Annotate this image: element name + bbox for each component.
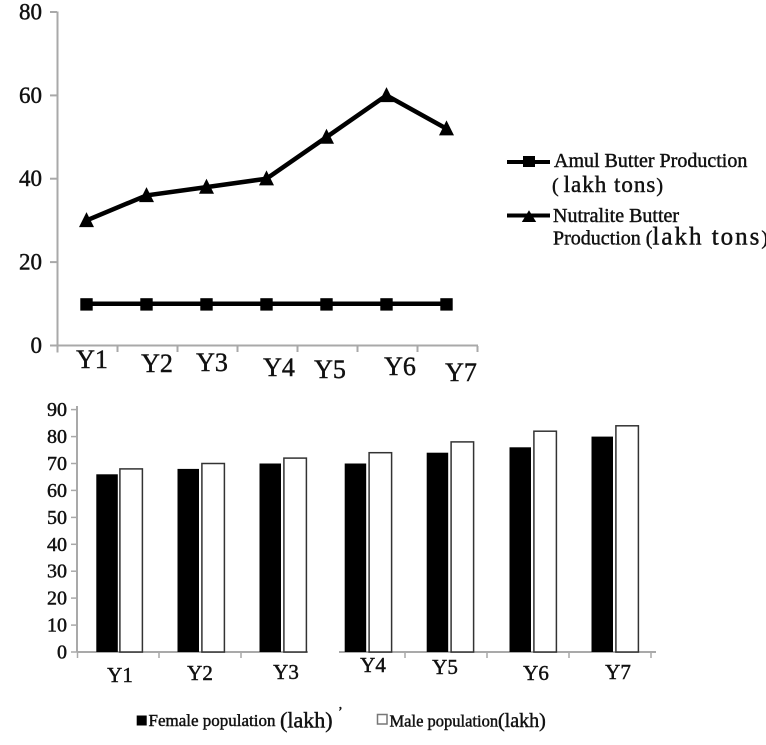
svg-text:Male population: Male population <box>390 711 499 730</box>
svg-text:( lakh tons): ( lakh tons) <box>552 172 663 197</box>
svg-text:Female population: Female population <box>149 711 277 730</box>
svg-text:0: 0 <box>57 642 67 664</box>
svg-text:Y7: Y7 <box>605 660 631 684</box>
svg-text:Y4: Y4 <box>360 653 386 677</box>
svg-text:Y2: Y2 <box>141 349 173 378</box>
svg-text:Nutralite Butter: Nutralite Butter <box>553 205 679 227</box>
svg-text:Y6: Y6 <box>384 352 416 381</box>
svg-text:20: 20 <box>19 250 42 275</box>
svg-text:’: ’ <box>338 705 343 720</box>
svg-text:60: 60 <box>47 480 67 502</box>
svg-text:Production (lakh tons): Production (lakh tons) <box>553 224 766 251</box>
svg-text:40: 40 <box>47 534 67 556</box>
svg-text:40: 40 <box>19 166 42 191</box>
svg-text:Y1: Y1 <box>107 663 133 687</box>
svg-text:80: 80 <box>47 426 67 448</box>
svg-text:Amul Butter Production: Amul Butter Production <box>554 150 747 172</box>
svg-text:Y2: Y2 <box>187 661 213 685</box>
svg-text:10: 10 <box>47 615 67 637</box>
svg-text:Y5: Y5 <box>432 655 458 679</box>
svg-text:Y3: Y3 <box>196 348 228 377</box>
svg-text:Y7: Y7 <box>445 358 477 387</box>
svg-text:Y5: Y5 <box>314 355 346 384</box>
svg-text:60: 60 <box>19 83 42 108</box>
svg-text:70: 70 <box>47 453 67 475</box>
svg-text:20: 20 <box>47 588 67 610</box>
svg-text:Y1: Y1 <box>76 345 108 374</box>
svg-text:Y3: Y3 <box>273 660 299 684</box>
svg-text:Y6: Y6 <box>523 661 549 685</box>
svg-text:30: 30 <box>47 561 67 583</box>
svg-text:(lakh): (lakh) <box>280 708 333 733</box>
svg-text:(lakh): (lakh) <box>498 710 546 732</box>
svg-text:90: 90 <box>47 399 67 421</box>
svg-text:50: 50 <box>47 507 67 529</box>
svg-text:80: 80 <box>19 0 42 25</box>
svg-text:0: 0 <box>31 333 43 358</box>
svg-text:Y4: Y4 <box>263 353 295 382</box>
